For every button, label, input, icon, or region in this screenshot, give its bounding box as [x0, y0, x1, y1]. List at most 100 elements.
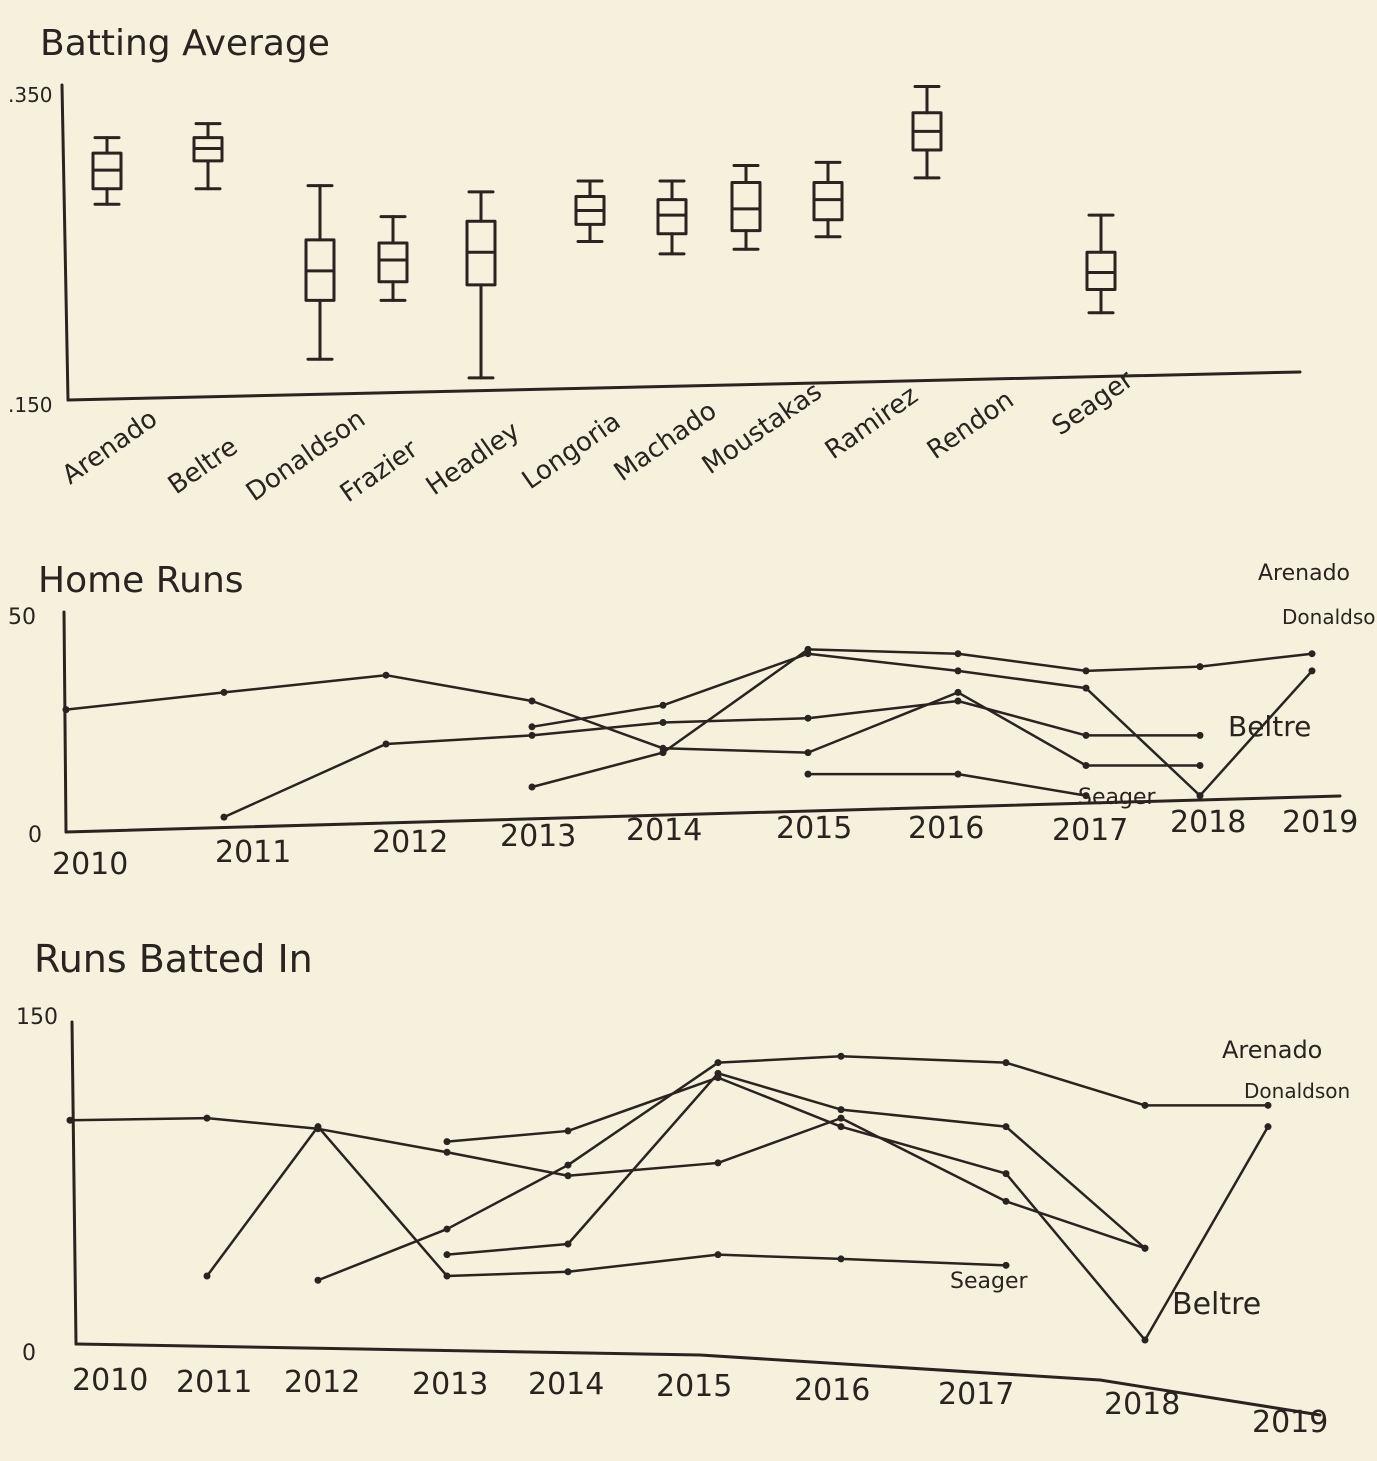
rbi-point-donaldson-1-5 — [1141, 1336, 1149, 1344]
hr-point-donaldson-1-2 — [804, 650, 812, 658]
rbi-point-seager-3-4 — [714, 1251, 722, 1259]
hr-point-seager-3-5 — [954, 697, 962, 705]
hr-point-seager-4-1 — [954, 770, 962, 778]
box-longoria — [574, 179, 606, 243]
hr-point-seager-3-4 — [804, 714, 812, 722]
y-tick-0: 0 — [22, 1341, 36, 1366]
box-seager — [1085, 213, 1117, 315]
rbi-point-donaldson-1-6 — [1264, 1123, 1272, 1131]
hr-x-label-2016: 2016 — [908, 811, 984, 846]
chart-title-runs-batted-in: Runs Batted In — [34, 937, 313, 981]
hr-point-beltre-2-3 — [528, 697, 536, 705]
hr-x-label-2015: 2015 — [776, 811, 852, 846]
rbi-point-seager-3-2 — [443, 1272, 451, 1280]
rbi-point-beltre-2-5 — [714, 1159, 722, 1167]
hr-point-beltre-2-4 — [659, 744, 667, 752]
hr-point-seager-4-0 — [804, 770, 812, 778]
rbi-point-seager-4-3 — [837, 1106, 845, 1114]
hr-point-arenado-0-0 — [528, 783, 536, 791]
rbi-point-beltre-2-7 — [1002, 1197, 1010, 1205]
hr-x-label-2012: 2012 — [372, 825, 448, 860]
rbi-point-arenado-0-2 — [564, 1161, 572, 1169]
rbi-x-label-2019: 2019 — [1252, 1405, 1328, 1440]
rbi-point-seager-3-1 — [314, 1123, 322, 1131]
rbi-line-seager-4 — [445, 1072, 1147, 1256]
rbi-point-arenado-0-6 — [1141, 1101, 1149, 1109]
hr-x-label-2017: 2017 — [1052, 813, 1128, 848]
y-axis — [70, 1020, 78, 1346]
annotation-beltre: Beltre — [1228, 710, 1311, 743]
rbi-x-label-2018: 2018 — [1104, 1387, 1180, 1422]
rbi-point-beltre-2-1 — [203, 1114, 211, 1122]
rbi-x-label-2014: 2014 — [528, 1367, 604, 1402]
hr-point-seager-4-2 — [1082, 792, 1090, 800]
hr-point-seager-3-1 — [382, 740, 390, 748]
hr-point-beltre-2-2 — [382, 671, 390, 679]
rbi-x-label-2010: 2010 — [72, 1363, 148, 1398]
rbi-x-label-2017: 2017 — [938, 1377, 1014, 1412]
chart-title-home-runs: Home Runs — [38, 560, 244, 601]
hr-point-beltre-2-6 — [954, 688, 962, 696]
iqr-box-frazier — [377, 241, 409, 284]
hr-point-donaldson-1-1 — [659, 701, 667, 709]
hr-point-seager-3-0 — [220, 813, 228, 821]
hr-point-beltre-2-1 — [220, 688, 228, 696]
rbi-point-beltre-2-0 — [66, 1116, 74, 1124]
box-headley — [465, 190, 497, 380]
hr-x-label-2011: 2011 — [215, 835, 291, 870]
hr-point-seager-3-2 — [528, 731, 536, 739]
rbi-point-arenado-0-4 — [837, 1052, 845, 1060]
hr-point-donaldson-1-3 — [954, 667, 962, 675]
box-donaldson — [304, 184, 336, 361]
y-tick-150: .150 — [8, 393, 53, 417]
iqr-box-seager — [1085, 250, 1117, 292]
annotation-donaldson: Donaldson — [1282, 605, 1377, 629]
y-axis — [62, 610, 68, 834]
rbi-point-seager-4-4 — [1002, 1123, 1010, 1131]
hr-x-label-2018: 2018 — [1170, 805, 1246, 840]
iqr-box-moustakas — [730, 181, 762, 233]
rbi-x-label-2016: 2016 — [794, 1373, 870, 1408]
x-axis — [66, 370, 1302, 402]
y-tick-350: .350 — [8, 83, 53, 107]
annotation-donaldson: Donaldson — [1244, 1079, 1350, 1103]
rbi-point-arenado-0-7 — [1264, 1101, 1272, 1109]
rbi-point-seager-4-5 — [1141, 1244, 1149, 1252]
rbi-point-seager-3-3 — [564, 1268, 572, 1276]
rbi-line-arenado-0 — [316, 1055, 1270, 1282]
rbi-point-seager-4-2 — [714, 1069, 722, 1077]
y-tick-0: 0 — [28, 823, 42, 848]
box-machado — [656, 179, 688, 256]
y-tick-150: 150 — [16, 1005, 58, 1030]
rbi-point-donaldson-1-3 — [837, 1123, 845, 1131]
hr-point-donaldson-1-5 — [1196, 792, 1204, 800]
y-axis — [60, 83, 70, 402]
rbi-point-donaldson-1-4 — [1002, 1170, 1010, 1178]
rbi-point-seager-3-0 — [203, 1272, 211, 1280]
hr-point-beltre-2-5 — [804, 749, 812, 757]
iqr-box-ramirez — [812, 181, 844, 222]
hr-point-seager-3-3 — [659, 719, 667, 726]
x-axis — [74, 1342, 1322, 1417]
rbi-point-beltre-2-6 — [837, 1114, 845, 1122]
hr-point-donaldson-1-0 — [528, 723, 536, 731]
box-arenado — [91, 136, 123, 206]
hr-point-beltre-2-0 — [62, 706, 70, 714]
box-ramirez — [812, 160, 844, 239]
hr-x-label-2019: 2019 — [1282, 805, 1358, 840]
rbi-point-seager-3-5 — [837, 1255, 845, 1263]
hr-point-arenado-0-4 — [1082, 667, 1090, 675]
hr-point-donaldson-1-4 — [1082, 684, 1090, 692]
hr-point-arenado-0-6 — [1308, 650, 1316, 658]
rbi-x-label-2011: 2011 — [176, 1365, 252, 1400]
rbi-point-beltre-2-3 — [443, 1148, 451, 1156]
iqr-box-machado — [656, 198, 688, 236]
rbi-point-seager-4-0 — [443, 1251, 451, 1259]
box-moustakas — [730, 164, 762, 251]
rbi-point-arenado-0-1 — [443, 1225, 451, 1233]
hr-point-seager-3-6 — [1082, 731, 1090, 739]
annotation-arenado: Arenado — [1222, 1036, 1322, 1064]
rbi-point-seager-4-1 — [564, 1240, 572, 1248]
